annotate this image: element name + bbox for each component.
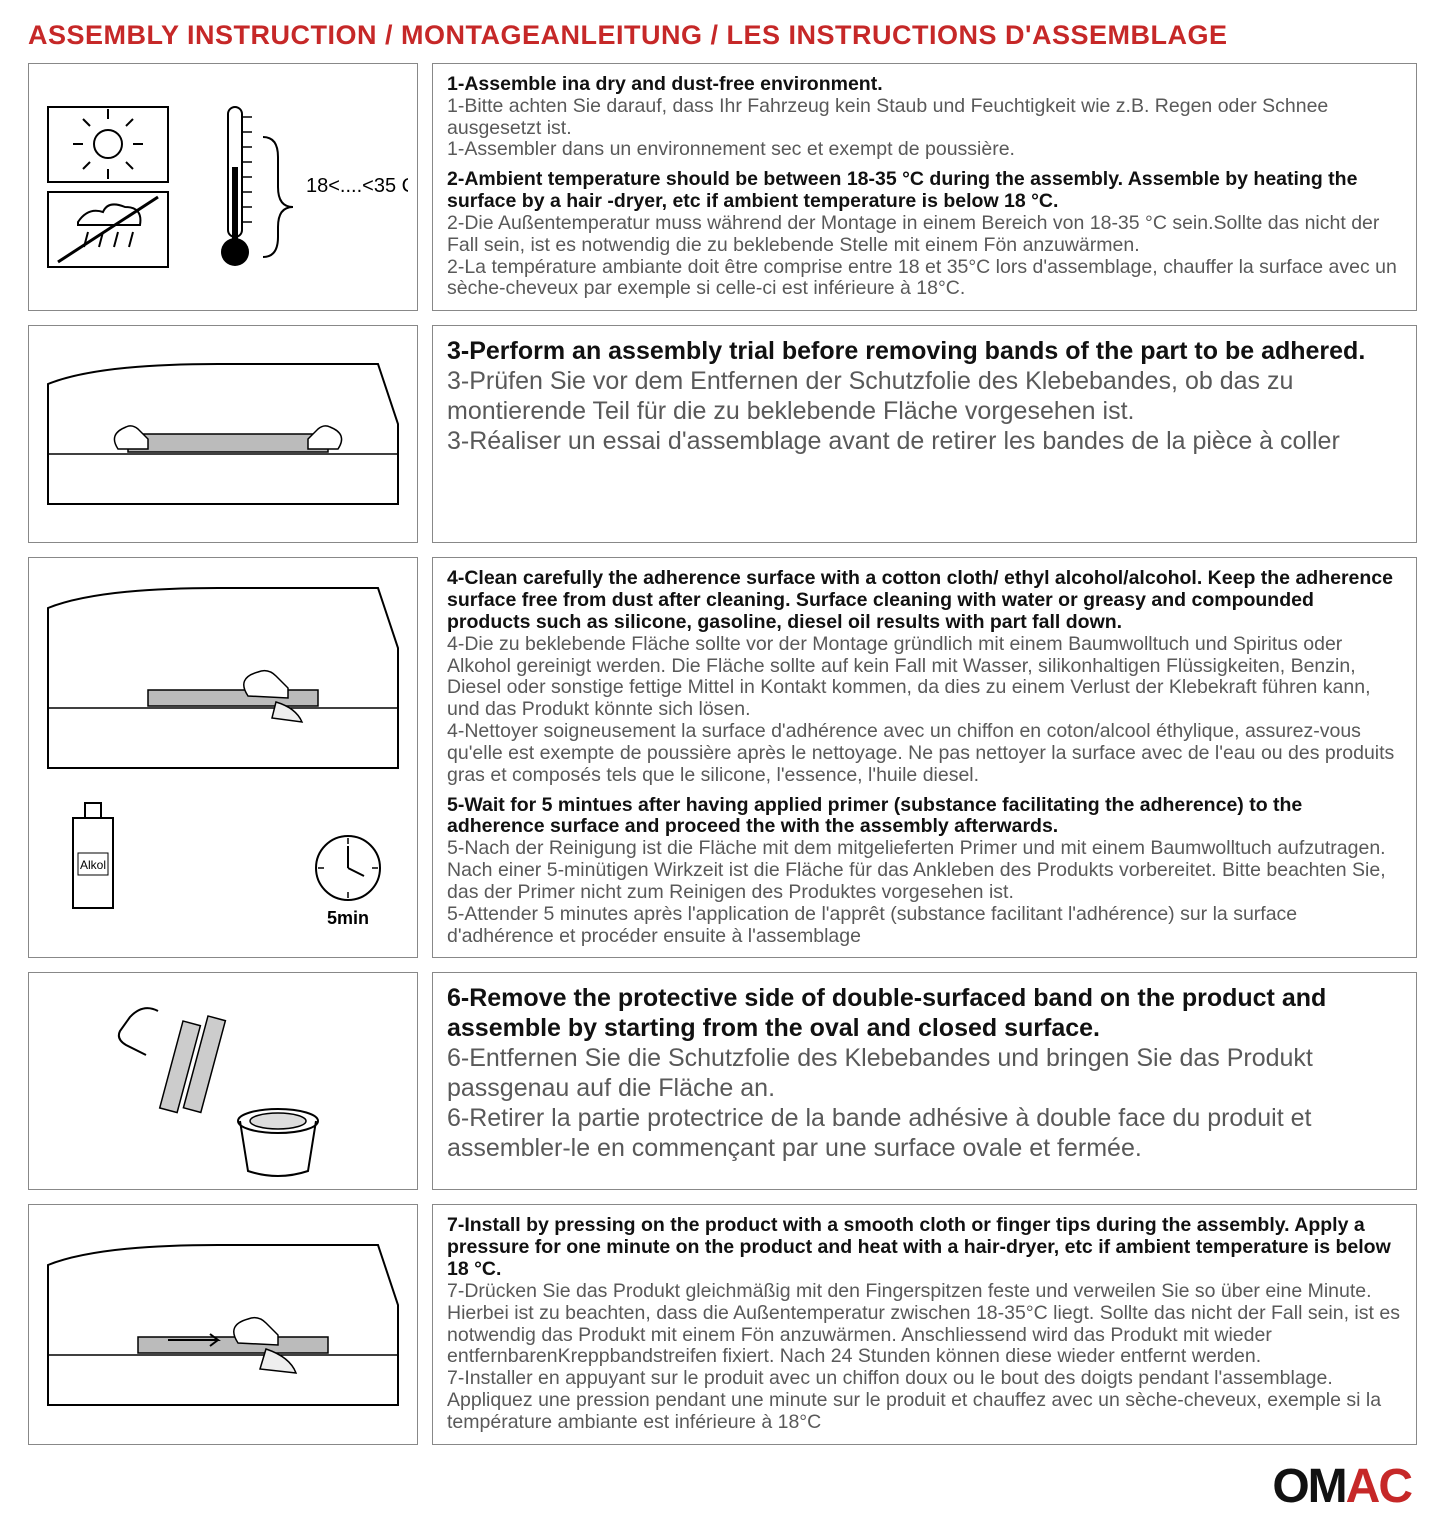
text-block-4: 6-Remove the protective side of double-s… [432, 972, 1417, 1190]
step-3-en: 3-Perform an assembly trial before remov… [447, 336, 1402, 366]
step-7-de: 7-Drücken Sie das Produkt gleichmäßig mi… [447, 1281, 1402, 1368]
text-block-1: 1-Assemble ina dry and dust-free environ… [432, 63, 1417, 311]
step-6-de: 6-Entfernen Sie die Schutzfolie des Kleb… [447, 1043, 1402, 1103]
step-1-de: 1-Bitte achten Sie darauf, dass Ihr Fahr… [447, 96, 1402, 140]
step-1-fr: 1-Assembler dans un environnement sec et… [447, 139, 1402, 161]
step-6-en: 6-Remove the protective side of double-s… [447, 983, 1402, 1043]
instruction-row-3: Alkol 5min 4-Clean carefully the adheren… [28, 557, 1417, 958]
instruction-row-5: 7-Install by pressing on the product wit… [28, 1204, 1417, 1444]
step-4-fr: 4-Nettoyer soigneusement la surface d'ad… [447, 721, 1402, 786]
step-7-en: 7-Install by pressing on the product wit… [447, 1215, 1402, 1280]
step-2-en: 2-Ambient temperature should be between … [447, 169, 1402, 213]
illustration-trial-fit [28, 325, 418, 543]
step-5-fr: 5-Attender 5 minutes après l'application… [447, 904, 1402, 948]
text-block-2: 3-Perform an assembly trial before remov… [432, 325, 1417, 543]
logo-part1: OM [1272, 1460, 1345, 1513]
text-block-5: 7-Install by pressing on the product wit… [432, 1204, 1417, 1444]
temp-label: 18<....<35 C [306, 175, 408, 197]
instruction-row-2: 3-Perform an assembly trial before remov… [28, 325, 1417, 543]
text-block-3: 4-Clean carefully the adherence surface … [432, 557, 1417, 958]
page-title: ASSEMBLY INSTRUCTION / MONTAGEANLEITUNG … [28, 20, 1417, 51]
step-7-fr: 7-Installer en appuyant sur le produit a… [447, 1368, 1402, 1433]
illustration-peel-tape [28, 972, 418, 1190]
footer: OMAC [28, 1459, 1417, 1514]
step-2-fr: 2-La température ambiante doit être comp… [447, 257, 1402, 301]
alcohol-label: Alkol [80, 858, 106, 872]
step-6-fr: 6-Retirer la partie protectrice de la ba… [447, 1103, 1402, 1163]
instruction-row-4: 6-Remove the protective side of double-s… [28, 972, 1417, 1190]
step-4-de: 4-Die zu beklebende Fläche sollte vor de… [447, 634, 1402, 721]
step-4-en: 4-Clean carefully the adherence surface … [447, 568, 1402, 633]
logo-part2: AC [1346, 1460, 1411, 1513]
step-2-de: 2-Die Außentemperatur muss während der M… [447, 213, 1402, 257]
step-5-en: 5-Wait for 5 mintues after having applie… [447, 795, 1402, 839]
step-3-fr: 3-Réaliser un essai d'assemblage avant d… [447, 426, 1402, 456]
illustration-press-install [28, 1204, 418, 1444]
instruction-row-1: 18<....<35 C 1-Assemble ina dry and dust… [28, 63, 1417, 311]
illustration-clean-wait: Alkol 5min [28, 557, 418, 958]
illustration-temp-range: 18<....<35 C [28, 63, 418, 311]
step-1-en: 1-Assemble ina dry and dust-free environ… [447, 74, 1402, 96]
step-3-de: 3-Prüfen Sie vor dem Entfernen der Schut… [447, 366, 1402, 426]
omac-logo: OMAC [1272, 1459, 1411, 1514]
step-5-de: 5-Nach der Reinigung ist die Fläche mit … [447, 838, 1402, 903]
wait-label: 5min [327, 908, 369, 928]
